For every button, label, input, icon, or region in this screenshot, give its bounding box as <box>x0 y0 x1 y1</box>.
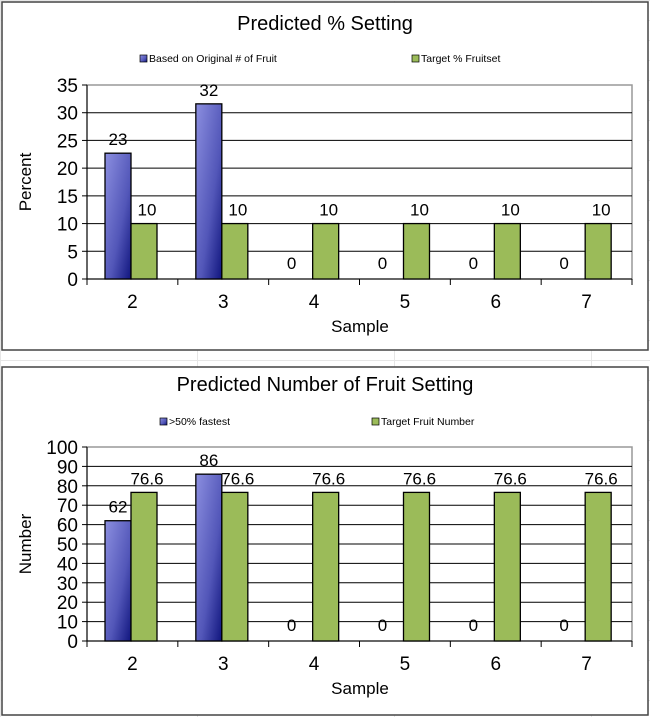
y-tick-label: 30 <box>57 104 78 125</box>
data-label: 10 <box>592 201 611 220</box>
legend-swatch <box>371 417 380 426</box>
data-label: 32 <box>199 81 218 100</box>
bar-green <box>493 491 521 642</box>
x-axis-label: Sample <box>331 317 389 336</box>
bar-blue <box>104 152 132 280</box>
bar-blue <box>104 520 132 642</box>
y-axis-label: Percent <box>16 152 35 211</box>
chart-title: Predicted Number of Fruit Setting <box>177 374 474 396</box>
y-tick-label: 10 <box>57 215 78 236</box>
data-label: 76.6 <box>403 469 436 488</box>
x-tick-label: 7 <box>581 654 592 675</box>
chart-title: Predicted % Setting <box>237 13 413 35</box>
bar-green <box>493 222 521 280</box>
data-label: 76.6 <box>130 469 163 488</box>
y-tick-label: 0 <box>67 632 78 653</box>
x-tick-label: 2 <box>127 292 138 313</box>
x-tick-label: 4 <box>309 654 320 675</box>
bar-green <box>402 491 431 642</box>
y-tick-label: 60 <box>57 516 78 537</box>
data-label: 23 <box>109 130 128 149</box>
y-tick-label: 20 <box>57 593 78 614</box>
x-tick-label: 3 <box>218 292 229 313</box>
data-label: 0 <box>378 254 387 273</box>
bar-green <box>312 491 340 642</box>
bar-green <box>130 222 158 280</box>
bar-blue <box>195 473 223 642</box>
data-label: 0 <box>559 616 568 635</box>
x-tick-label: 5 <box>400 292 411 313</box>
x-tick-label: 2 <box>127 654 138 675</box>
chart-1: Predicted % Setting Based on Original # o… <box>1 1 649 351</box>
data-label: 76.6 <box>312 469 345 488</box>
y-tick-label: 0 <box>67 270 78 291</box>
y-tick-label: 90 <box>57 457 78 478</box>
legend-label: Based on Original # of Fruit <box>149 53 277 65</box>
legend-label: Target % Fruitset <box>421 53 500 65</box>
data-label: 0 <box>559 254 568 273</box>
data-label: 10 <box>319 201 338 220</box>
chart-2: Predicted Number of Fruit Setting >50% fa… <box>1 366 649 716</box>
legend-swatch <box>159 417 168 426</box>
y-tick-label: 80 <box>57 477 78 498</box>
x-tick-label: 6 <box>490 654 501 675</box>
data-label: 0 <box>469 616 478 635</box>
x-tick-label: 4 <box>309 292 320 313</box>
y-tick-label: 70 <box>57 496 78 517</box>
bar-green <box>312 222 340 280</box>
data-label: 0 <box>469 254 478 273</box>
bar-green <box>402 222 431 280</box>
bar-green <box>221 222 249 280</box>
y-axis-label: Number <box>16 513 35 574</box>
y-tick-label: 35 <box>57 76 78 97</box>
x-axis-label: Sample <box>331 679 389 698</box>
y-tick-label: 10 <box>57 613 78 634</box>
x-tick-label: 5 <box>400 654 411 675</box>
data-label: 10 <box>228 201 247 220</box>
y-tick-label: 50 <box>57 535 78 556</box>
legend-label: Target Fruit Number <box>381 416 475 428</box>
x-tick-label: 3 <box>218 654 229 675</box>
data-label: 62 <box>109 498 128 517</box>
y-tick-label: 15 <box>57 187 78 208</box>
legend-swatch <box>411 54 420 63</box>
data-label: 86 <box>199 451 218 470</box>
y-tick-label: 20 <box>57 159 78 180</box>
data-label: 10 <box>138 201 157 220</box>
data-label: 0 <box>287 254 296 273</box>
y-tick-label: 40 <box>57 554 78 575</box>
plot-area <box>86 84 633 280</box>
y-tick-label: 5 <box>67 242 78 263</box>
bar-green <box>130 491 158 642</box>
y-tick-label: 100 <box>46 438 78 459</box>
data-label: 76.6 <box>494 469 527 488</box>
legend-swatch <box>139 54 148 63</box>
data-label: 76.6 <box>221 469 254 488</box>
bar-green <box>221 491 249 642</box>
legend-label: >50% fastest <box>169 416 230 428</box>
y-tick-label: 30 <box>57 574 78 595</box>
data-label: 0 <box>287 616 296 635</box>
bar-blue <box>195 103 223 280</box>
y-tick-label: 25 <box>57 131 78 152</box>
bar-green <box>584 491 612 642</box>
x-tick-label: 7 <box>581 292 592 313</box>
bar-green <box>584 222 612 280</box>
x-tick-label: 6 <box>490 292 501 313</box>
data-label: 0 <box>378 616 387 635</box>
data-label: 10 <box>410 201 429 220</box>
data-label: 10 <box>501 201 520 220</box>
data-label: 76.6 <box>585 469 618 488</box>
